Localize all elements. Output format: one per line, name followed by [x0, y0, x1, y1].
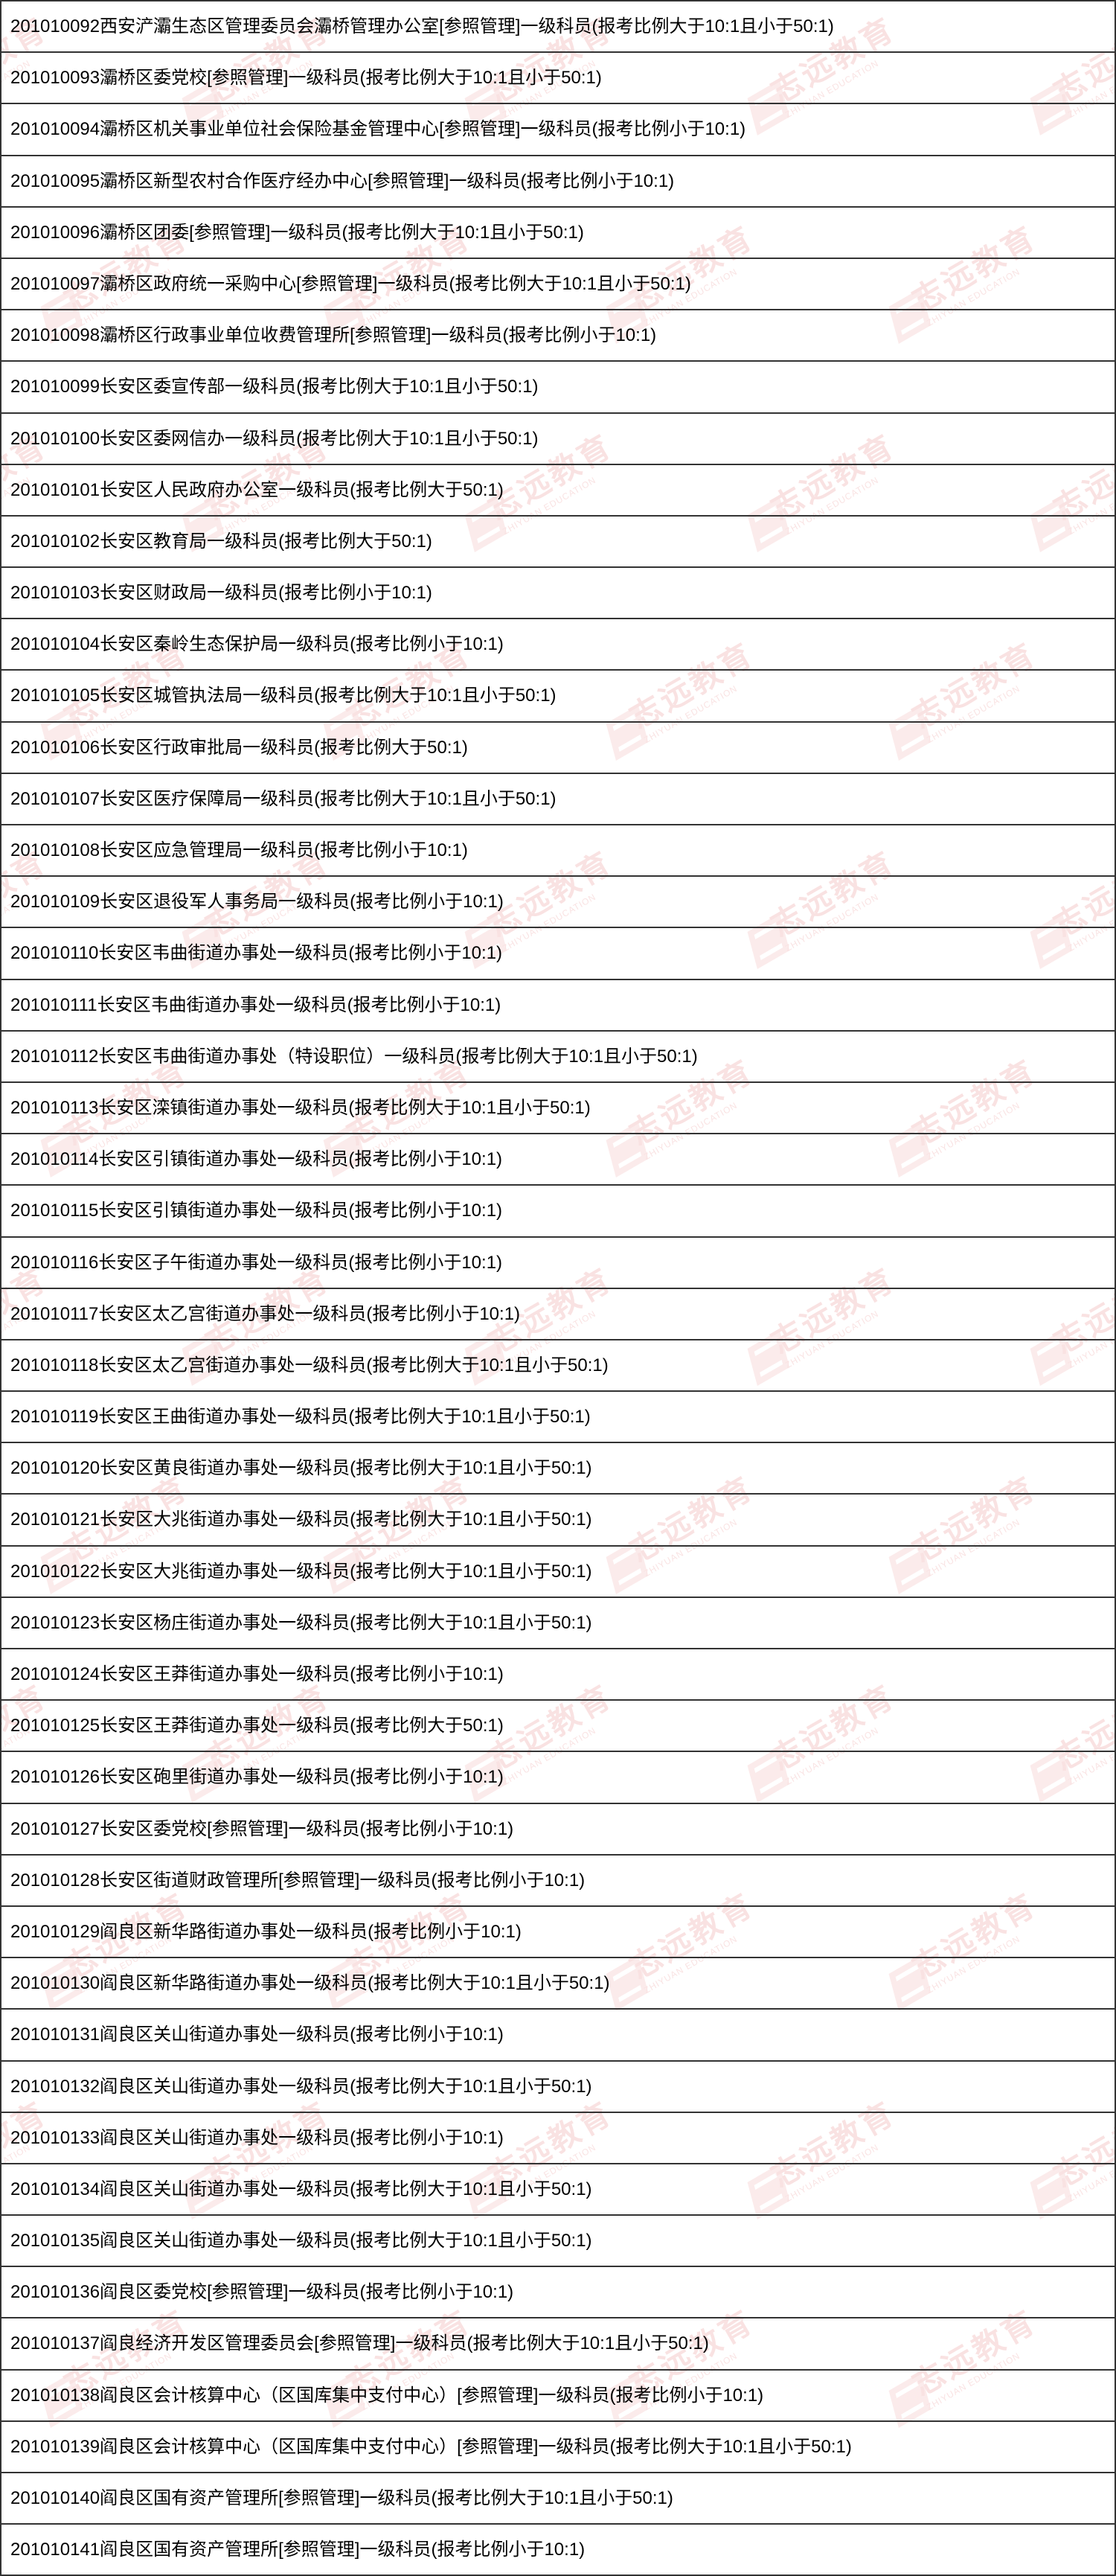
- table-row: 201010110长安区韦曲街道办事处一级科员(报考比例小于10:1): [0, 928, 1116, 979]
- table-row: 201010093灞桥区委党校[参照管理]一级科员(报考比例大于10:1且小于5…: [0, 53, 1116, 104]
- table-row: 201010141阎良区国有资产管理所[参照管理]一级科员(报考比例小于10:1…: [0, 2525, 1116, 2576]
- table-row: 201010107长安区医疗保障局一级科员(报考比例大于10:1且小于50:1): [0, 774, 1116, 825]
- table-row: 201010092西安浐灞生态区管理委员会灞桥管理办公室[参照管理]一级科员(报…: [0, 0, 1116, 53]
- table-row: 201010109长安区退役军人事务局一级科员(报考比例小于10:1): [0, 877, 1116, 928]
- table-row: 201010121长安区大兆街道办事处一级科员(报考比例大于10:1且小于50:…: [0, 1495, 1116, 1546]
- table-row: 201010123长安区杨庄街道办事处一级科员(报考比例大于10:1且小于50:…: [0, 1598, 1116, 1649]
- table-row: 201010098灞桥区行政事业单位收费管理所[参照管理]一级科员(报考比例小于…: [0, 310, 1116, 362]
- table-row: 201010094灞桥区机关事业单位社会保险基金管理中心[参照管理]一级科员(报…: [0, 104, 1116, 156]
- table-row: 201010139阎良区会计核算中心（区国库集中支付中心）[参照管理]一级科员(…: [0, 2422, 1116, 2473]
- table-row: 201010138阎良区会计核算中心（区国库集中支付中心）[参照管理]一级科员(…: [0, 2371, 1116, 2422]
- table-row: 201010102长安区教育局一级科员(报考比例大于50:1): [0, 517, 1116, 568]
- table-row: 201010127长安区委党校[参照管理]一级科员(报考比例小于10:1): [0, 1804, 1116, 1856]
- table-row: 201010136阎良区委党校[参照管理]一级科员(报考比例小于10:1): [0, 2267, 1116, 2318]
- table-row: 201010125长安区王莽街道办事处一级科员(报考比例大于50:1): [0, 1701, 1116, 1752]
- table-row: 201010106长安区行政审批局一级科员(报考比例大于50:1): [0, 723, 1116, 774]
- table-row: 201010112长安区韦曲街道办事处（特设职位）一级科员(报考比例大于10:1…: [0, 1032, 1116, 1083]
- table-row: 201010118长安区太乙宫街道办事处一级科员(报考比例大于10:1且小于50…: [0, 1340, 1116, 1392]
- table-row: 201010134阎良区关山街道办事处一级科员(报考比例大于10:1且小于50:…: [0, 2164, 1116, 2216]
- table-row: 201010122长安区大兆街道办事处一级科员(报考比例大于10:1且小于50:…: [0, 1547, 1116, 1598]
- table-row: 201010097灞桥区政府统一采购中心[参照管理]一级科员(报考比例大于10:…: [0, 259, 1116, 310]
- table-row: 201010114长安区引镇街道办事处一级科员(报考比例小于10:1): [0, 1134, 1116, 1186]
- table-row: 201010116长安区子午街道办事处一级科员(报考比例小于10:1): [0, 1238, 1116, 1289]
- table-row: 201010103长安区财政局一级科员(报考比例小于10:1): [0, 568, 1116, 619]
- table-row: 201010117长安区太乙宫街道办事处一级科员(报考比例小于10:1): [0, 1289, 1116, 1340]
- table-row: 201010128长安区街道财政管理所[参照管理]一级科员(报考比例小于10:1…: [0, 1856, 1116, 1907]
- table-row: 201010099长安区委宣传部一级科员(报考比例大于10:1且小于50:1): [0, 362, 1116, 413]
- table-row: 201010124长安区王莽街道办事处一级科员(报考比例小于10:1): [0, 1649, 1116, 1701]
- table-row: 201010131阎良区关山街道办事处一级科员(报考比例小于10:1): [0, 2010, 1116, 2061]
- table-row: 201010105长安区城管执法局一级科员(报考比例大于10:1且小于50:1): [0, 671, 1116, 722]
- table-row: 201010119长安区王曲街道办事处一级科员(报考比例大于10:1且小于50:…: [0, 1392, 1116, 1443]
- table-row: 201010101长安区人民政府办公室一级科员(报考比例大于50:1): [0, 465, 1116, 517]
- table-row: 201010120长安区黄良街道办事处一级科员(报考比例大于10:1且小于50:…: [0, 1443, 1116, 1495]
- table-row: 201010135阎良区关山街道办事处一级科员(报考比例大于10:1且小于50:…: [0, 2216, 1116, 2267]
- table-row: 201010130阎良区新华路街道办事处一级科员(报考比例大于10:1且小于50…: [0, 1958, 1116, 2010]
- table-row: 201010140阎良区国有资产管理所[参照管理]一级科员(报考比例大于10:1…: [0, 2473, 1116, 2525]
- table-row: 201010132阎良区关山街道办事处一级科员(报考比例大于10:1且小于50:…: [0, 2062, 1116, 2113]
- table-row: 201010133阎良区关山街道办事处一级科员(报考比例小于10:1): [0, 2113, 1116, 2164]
- table-row: 201010096灞桥区团委[参照管理]一级科员(报考比例大于10:1且小于50…: [0, 208, 1116, 259]
- table-row: 201010100长安区委网信办一级科员(报考比例大于10:1且小于50:1): [0, 414, 1116, 465]
- table-row: 201010108长安区应急管理局一级科员(报考比例小于10:1): [0, 825, 1116, 877]
- table-row: 201010113长安区滦镇街道办事处一级科员(报考比例大于10:1且小于50:…: [0, 1083, 1116, 1134]
- table-row: 201010104长安区秦岭生态保护局一级科员(报考比例小于10:1): [0, 619, 1116, 671]
- table-row: 201010126长安区砲里街道办事处一级科员(报考比例小于10:1): [0, 1752, 1116, 1803]
- table-row: 201010095灞桥区新型农村合作医疗经办中心[参照管理]一级科员(报考比例小…: [0, 156, 1116, 208]
- table-row: 201010137阎良经济开发区管理委员会[参照管理]一级科员(报考比例大于10…: [0, 2318, 1116, 2370]
- table-row: 201010111长安区韦曲街道办事处一级科员(报考比例小于10:1): [0, 980, 1116, 1032]
- data-table: 201010092西安浐灞生态区管理委员会灞桥管理办公室[参照管理]一级科员(报…: [0, 0, 1116, 2576]
- table-row: 201010115长安区引镇街道办事处一级科员(报考比例小于10:1): [0, 1186, 1116, 1237]
- table-row: 201010129阎良区新华路街道办事处一级科员(报考比例小于10:1): [0, 1907, 1116, 1958]
